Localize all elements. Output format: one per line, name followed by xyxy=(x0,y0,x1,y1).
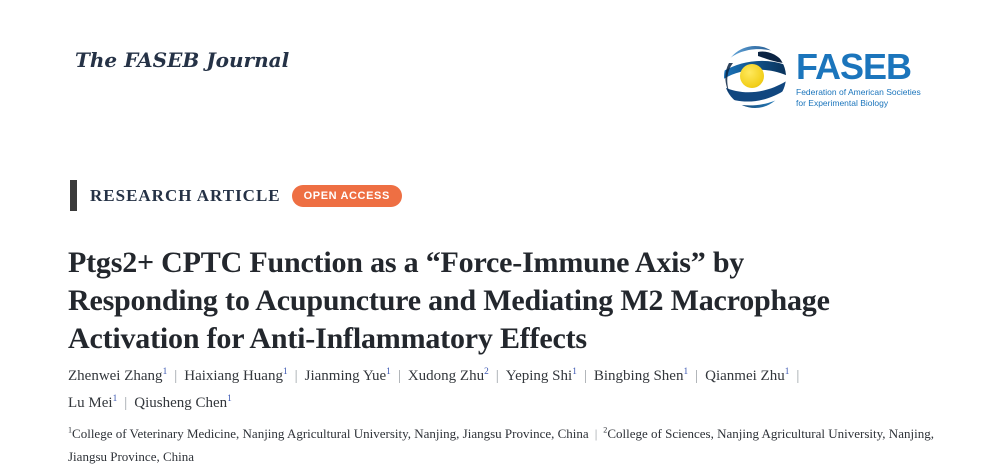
article-title-line-1: Ptgs2+ CPTC Function as a “Force-Immune … xyxy=(68,246,745,279)
author-7: Lu Mei1 xyxy=(68,394,118,411)
author-separator: | xyxy=(495,368,499,384)
author-5-affiliation-ref[interactable]: 1 xyxy=(683,367,689,377)
author-separator: | xyxy=(294,368,298,384)
author-6-name: Qianmei Zhu xyxy=(705,368,785,384)
author-4: Yeping Shi1 xyxy=(505,367,577,384)
affiliation-2: 2College of Sciences, Nanjing Agricultur… xyxy=(68,426,934,464)
affiliation-1-text: College of Veterinary Medicine, Nanjing … xyxy=(72,426,589,441)
author-8-name: Qiusheng Chen xyxy=(134,395,228,411)
affiliation-1: 1College of Veterinary Medicine, Nanjing… xyxy=(68,426,589,441)
author-7-name: Lu Mei xyxy=(68,395,113,411)
author-4-name: Yeping Shi xyxy=(505,368,573,384)
article-title: Ptgs2+ CPTC Function as a “Force-Immune … xyxy=(68,244,830,358)
affiliation-list: 1College of Veterinary Medicine, Nanjing… xyxy=(68,423,953,468)
fasb-tagline-line-1: Federation of American Societies xyxy=(796,87,921,97)
affiliation-2-ref: 2 xyxy=(603,425,608,435)
author-separator: | xyxy=(583,368,587,384)
fasb-logo: FASEB Federation of American Societies f… xyxy=(722,44,921,110)
fasb-tagline-line-2: for Experimental Biology xyxy=(796,97,889,108)
author-0: Zhenwei Zhang1 xyxy=(68,367,168,384)
article-type-row: RESEARCH ARTICLE OPEN ACCESS xyxy=(70,180,402,211)
author-2-name: Jianming Yue xyxy=(304,368,387,384)
author-1: Haixiang Huang1 xyxy=(184,367,288,384)
article-title-line-2: Responding to Acupuncture and Mediating … xyxy=(68,284,830,317)
open-access-badge: OPEN ACCESS xyxy=(291,184,402,207)
article-title-line-3: Activation for Anti-Inflammatory Effects xyxy=(68,322,587,355)
author-5-name: Bingbing Shen xyxy=(593,368,684,384)
author-8-affiliation-ref[interactable]: 1 xyxy=(227,394,232,404)
affiliation-1-ref: 1 xyxy=(68,425,73,435)
author-2: Jianming Yue1 xyxy=(304,367,391,384)
fasb-logo-text: FASEB Federation of American Societies f… xyxy=(796,46,921,108)
author-4-affiliation-ref[interactable]: 1 xyxy=(572,367,577,377)
author-3-affiliation-ref[interactable]: 2 xyxy=(484,367,489,377)
fasb-wordmark: FASEB xyxy=(796,46,912,87)
fasb-tagline: Federation of American Societies for Exp… xyxy=(796,87,921,108)
author-0-name: Zhenwei Zhang xyxy=(68,368,163,384)
author-3-name: Xudong Zhu xyxy=(407,368,485,384)
author-0-affiliation-ref[interactable]: 1 xyxy=(162,367,168,377)
author-separator: | xyxy=(124,395,128,411)
fasb-globe-icon xyxy=(724,46,786,108)
author-6-affiliation-ref[interactable]: 1 xyxy=(784,367,790,377)
author-separator: | xyxy=(397,368,401,384)
author-7-affiliation-ref[interactable]: 1 xyxy=(112,394,118,404)
author-8: Qiusheng Chen1 xyxy=(134,394,232,411)
affiliation-2-text: College of Sciences, Nanjing Agricultura… xyxy=(68,426,934,464)
author-2-affiliation-ref[interactable]: 1 xyxy=(386,367,391,377)
author-separator: | xyxy=(796,368,800,384)
author-5: Bingbing Shen1 xyxy=(593,367,689,384)
author-3: Xudong Zhu2 xyxy=(407,367,489,384)
author-list: Zhenwei Zhang1 | Haixiang Huang1 | Jianming … xyxy=(68,363,968,417)
author-6: Qianmei Zhu1 xyxy=(705,367,790,384)
affiliation-separator: | xyxy=(594,426,598,441)
journal-name: The FASEB Journal xyxy=(75,48,290,72)
author-1-affiliation-ref[interactable]: 1 xyxy=(282,367,288,377)
author-1-name: Haixiang Huang xyxy=(184,368,283,384)
article-type-bar xyxy=(70,180,77,211)
author-separator: | xyxy=(695,368,699,384)
article-type-label: RESEARCH ARTICLE xyxy=(90,185,281,205)
author-separator: | xyxy=(174,368,178,384)
